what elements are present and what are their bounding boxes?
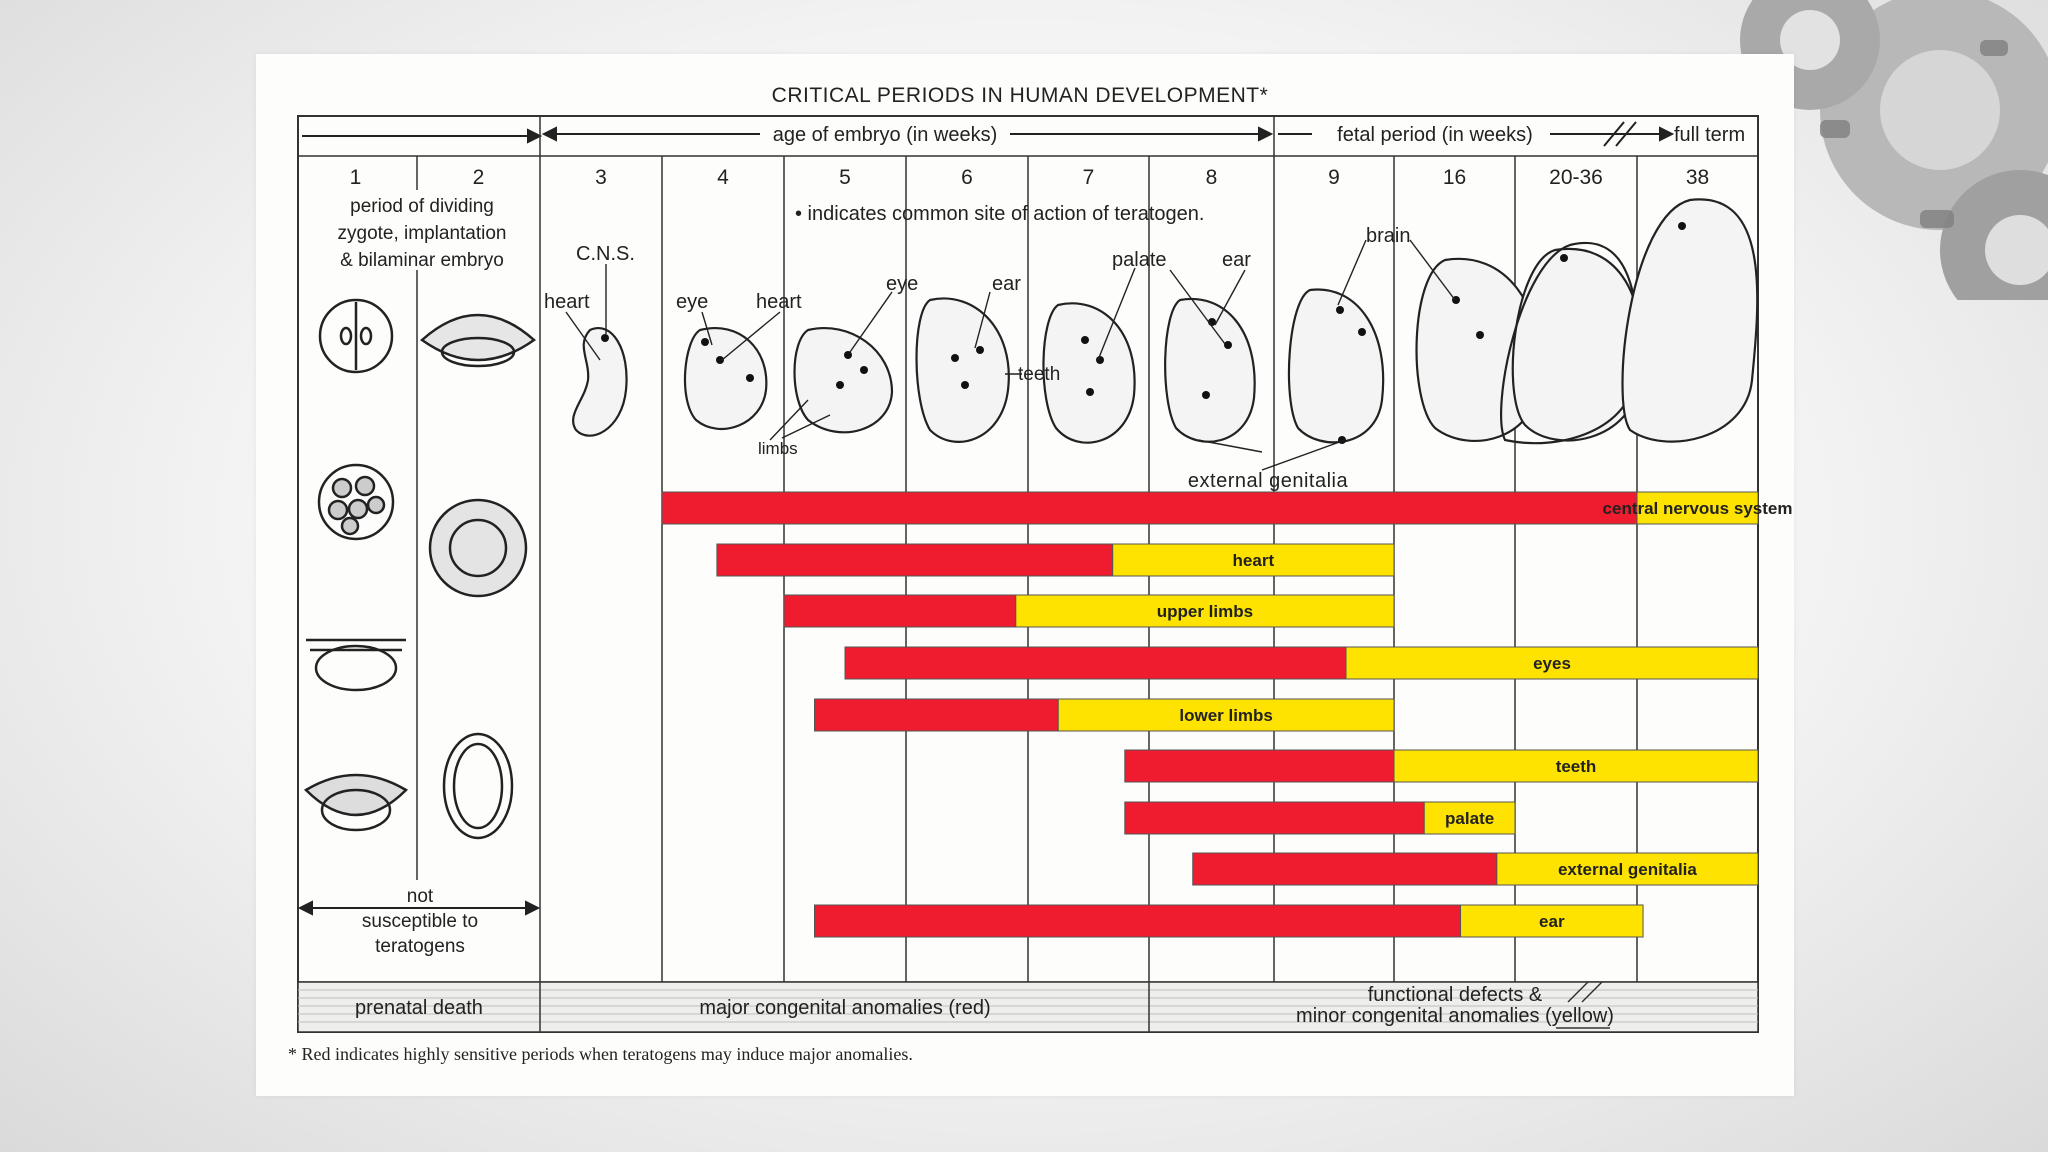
week-label: 4 xyxy=(717,166,729,189)
week-labels: 1 2 3 4 5 6 7 8 9 16 20-36 38 xyxy=(350,166,1710,189)
palate-label: palate xyxy=(1112,249,1167,271)
teeth-label: teeth xyxy=(1018,364,1060,385)
yellow-bar xyxy=(1496,852,1759,886)
full-term-label: full term xyxy=(1674,124,1745,146)
week-label: 38 xyxy=(1686,166,1709,189)
chart-title: CRITICAL PERIODS IN HUMAN DEVELOPMENT* xyxy=(772,84,1269,107)
red-bar xyxy=(814,904,1462,938)
red-bar xyxy=(783,594,1017,628)
embryo-period-label: age of embryo (in weeks) xyxy=(773,124,998,146)
heart-label-week3: heart xyxy=(544,291,590,313)
yellow-bar xyxy=(1057,698,1395,732)
yellow-bar xyxy=(1112,543,1395,577)
limbs-label: limbs xyxy=(758,439,798,458)
header-row xyxy=(302,121,1675,147)
week-label: 16 xyxy=(1443,166,1466,189)
eye-label-week4: eye xyxy=(676,291,708,313)
ear-label-week6: ear xyxy=(992,273,1021,295)
yellow-bar xyxy=(1423,801,1516,835)
teratogen-note: • indicates common site of action of ter… xyxy=(795,203,1204,225)
yellow-bar xyxy=(1460,904,1644,938)
heart-label-week4: heart xyxy=(756,291,802,313)
yellow-bar xyxy=(1345,646,1759,680)
week-label: 2 xyxy=(473,166,485,189)
bar-label: lower limbs xyxy=(1179,706,1273,725)
bar-label: ear xyxy=(1539,912,1565,931)
bar-label: external genitalia xyxy=(1558,860,1697,879)
red-bar xyxy=(661,491,1638,525)
zygote-illustrations xyxy=(303,298,536,840)
prenatal-death-label: prenatal death xyxy=(355,997,483,1019)
footnote: * Red indicates highly sensitive periods… xyxy=(288,1044,913,1064)
bar-label: teeth xyxy=(1556,757,1597,776)
week-label: 3 xyxy=(595,166,607,189)
red-bar xyxy=(844,646,1347,680)
brain-label: brain xyxy=(1366,225,1410,247)
functional-defects-label: functional defects & minor congenital ano… xyxy=(1296,984,1614,1027)
red-bar xyxy=(1192,852,1498,886)
week-label: 1 xyxy=(350,166,362,189)
not-susceptible-arrow xyxy=(297,900,541,916)
not-susceptible-label: not susceptible to teratogens xyxy=(362,886,478,957)
red-bar xyxy=(1124,749,1395,783)
cns-label: C.N.S. xyxy=(576,243,635,265)
week-label: 8 xyxy=(1206,166,1218,189)
bar-label: central nervous system xyxy=(1603,499,1793,518)
label-pointers xyxy=(565,239,1456,471)
week-label: 9 xyxy=(1328,166,1340,189)
week-label: 20-36 xyxy=(1549,166,1603,189)
bar-label: eyes xyxy=(1533,654,1571,673)
bar-label: palate xyxy=(1445,809,1494,828)
red-bar xyxy=(1124,801,1425,835)
bar-label: upper limbs xyxy=(1157,602,1253,621)
week-label: 6 xyxy=(961,166,973,189)
teratogen-dots xyxy=(601,222,1686,444)
red-bar xyxy=(716,543,1114,577)
footer-bands xyxy=(297,981,1759,1033)
yellow-bar xyxy=(1015,594,1395,628)
week-label: 5 xyxy=(839,166,851,189)
fetal-period-label: fetal period (in weeks) xyxy=(1337,124,1533,146)
yellow-bar xyxy=(1393,749,1759,783)
ear-label-week8: ear xyxy=(1222,249,1251,271)
external-genitalia-label: external genitalia xyxy=(1188,470,1349,492)
red-bar xyxy=(814,698,1059,732)
embryo-illustrations xyxy=(572,198,1759,445)
eye-label-week5: eye xyxy=(886,273,918,295)
bar-label: heart xyxy=(1233,551,1275,570)
susceptibility-bars: central nervous system heart upper limbs ey… xyxy=(661,491,1793,938)
major-anomalies-label: major congenital anomalies (red) xyxy=(699,997,990,1019)
yellow-bar xyxy=(1636,491,1759,525)
week-label: 7 xyxy=(1083,166,1095,189)
early-period-note: period of dividing zygote, implantation & … xyxy=(338,196,507,271)
